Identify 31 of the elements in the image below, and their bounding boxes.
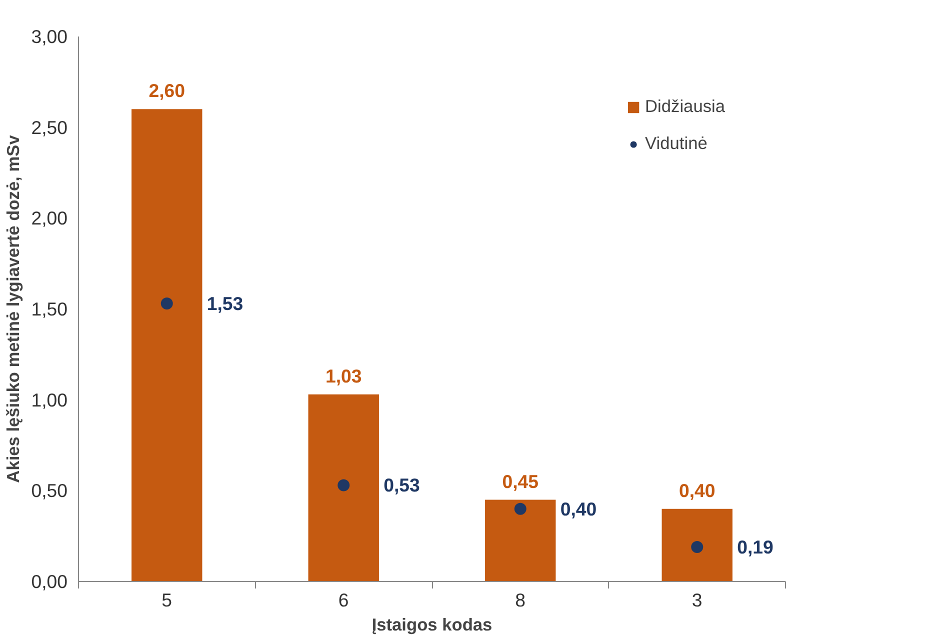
- x-axis-title: Įstaigos kodas: [372, 614, 492, 634]
- data-label: 0,40: [560, 498, 597, 520]
- point: [691, 540, 704, 553]
- y-tick-label: 2,00: [31, 208, 68, 229]
- point: [160, 298, 173, 310]
- bar: [485, 500, 556, 582]
- point: [514, 502, 526, 515]
- bar: [308, 394, 379, 582]
- bar: [132, 109, 202, 582]
- legend-label: Didžiausia: [645, 96, 725, 117]
- y-axis-title: Akies lęšiuko metinė lygiavertė dozė, mSv: [3, 134, 24, 483]
- point: [338, 479, 350, 492]
- y-tick-label: 1,00: [31, 389, 68, 410]
- data-label: 0,53: [384, 474, 420, 496]
- data-label: 2,60: [148, 80, 186, 102]
- x-tick-label: 5: [162, 590, 172, 610]
- y-tick-label: 2,50: [31, 116, 68, 138]
- y-tick-label: 0,00: [31, 571, 68, 592]
- y-tick-label: 3,00: [31, 26, 68, 47]
- data-label: 0,45: [502, 470, 539, 492]
- y-tick-label: 0,50: [31, 480, 68, 502]
- bar: [662, 508, 732, 582]
- x-tick-label: 8: [515, 590, 526, 610]
- legend-label: Vidutinė: [645, 133, 708, 154]
- x-tick-label: 6: [338, 590, 349, 610]
- x-tick-label: 3: [692, 590, 702, 610]
- data-label: 1,03: [325, 365, 362, 386]
- data-label: 0,19: [737, 536, 774, 558]
- data-label: 0,40: [678, 480, 716, 501]
- y-tick-label: 1,50: [31, 298, 68, 320]
- data-label: 1,53: [206, 293, 244, 314]
